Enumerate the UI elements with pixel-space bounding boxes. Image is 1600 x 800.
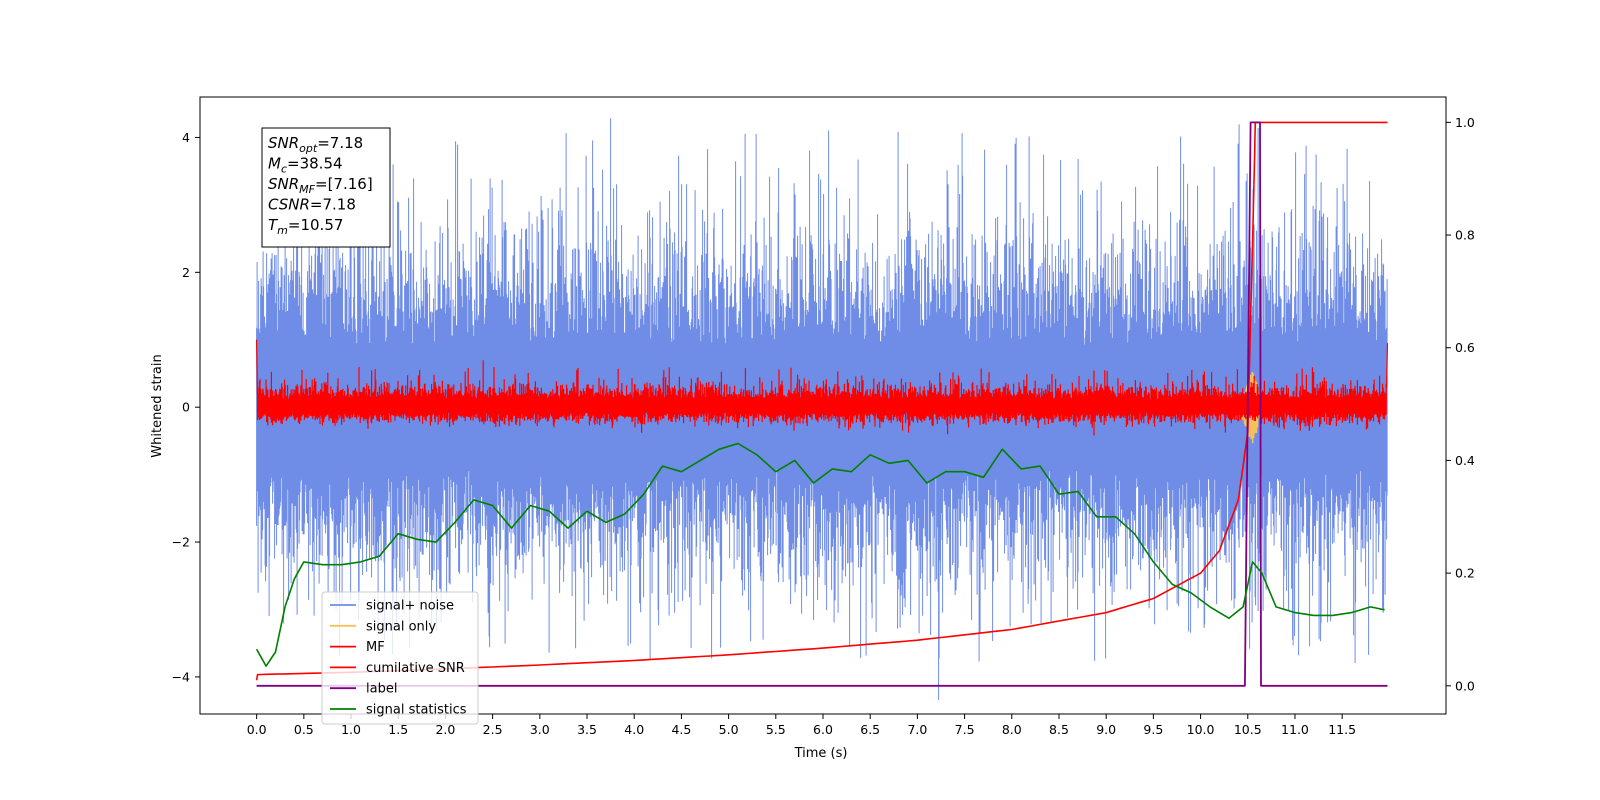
x-tick-label: 11.0 xyxy=(1281,722,1309,737)
x-tick-label: 1.0 xyxy=(341,722,361,737)
x-tick-label: 10.0 xyxy=(1187,722,1215,737)
y-axis-right: 0.0 0.2 0.4 0.6 0.8 1.0 xyxy=(1446,115,1475,693)
x-axis: 0.0 0.5 1.0 1.5 2.0 2.5 3.0 3.5 4.0 4.5 5.0 5.5 6.0 6… xyxy=(247,714,1356,737)
y-axis-left: −4 −2 0 2 4 xyxy=(172,130,200,684)
x-tick-label: 4.5 xyxy=(671,722,691,737)
legend-label: signal+ noise xyxy=(366,599,454,614)
annotation-line: Tm=10.57 xyxy=(268,216,343,237)
x-tick-label: 10.5 xyxy=(1234,722,1262,737)
x-tick-label: 5.0 xyxy=(719,722,739,737)
x-axis-label: Time (s) xyxy=(794,746,848,761)
y-tick-label: −4 xyxy=(172,669,190,684)
x-tick-label: 0.0 xyxy=(247,722,267,737)
x-tick-label: 2.0 xyxy=(435,722,455,737)
x-tick-label: 7.0 xyxy=(907,722,927,737)
x-tick-label: 8.0 xyxy=(1002,722,1022,737)
y2-tick-label: 0.0 xyxy=(1455,678,1475,693)
y-axis-label: Whitened strain xyxy=(150,354,165,457)
stats-annotation-box: SNRopt=7.18Mc=38.54SNRMF=[7.16]CSNR=7.18… xyxy=(261,127,391,248)
y2-tick-label: 0.4 xyxy=(1455,453,1475,468)
x-tick-label: 5.5 xyxy=(766,722,786,737)
y-tick-label: −2 xyxy=(172,535,190,550)
y-tick-label: 2 xyxy=(182,265,190,280)
x-tick-label: 1.5 xyxy=(388,722,408,737)
x-tick-label: 6.0 xyxy=(813,722,833,737)
signal-statistics-line xyxy=(255,442,1385,667)
x-tick-label: 2.5 xyxy=(483,722,503,737)
x-tick-label: 3.5 xyxy=(577,722,597,737)
y-tick-label: 4 xyxy=(182,130,190,145)
y2-tick-label: 0.6 xyxy=(1455,340,1475,355)
x-tick-label: 4.0 xyxy=(624,722,644,737)
x-tick-label: 9.5 xyxy=(1143,722,1163,737)
legend-label: signal statistics xyxy=(366,703,467,718)
legend-label: MF xyxy=(366,640,385,655)
legend: signal+ noise signal only MF cumilative SNR… xyxy=(321,591,479,725)
annotation-line: Mc=38.54 xyxy=(268,155,343,176)
y2-tick-label: 0.2 xyxy=(1455,566,1475,581)
x-tick-label: 6.5 xyxy=(860,722,880,737)
legend-label: cumilative SNR xyxy=(366,661,465,676)
label-line xyxy=(256,121,1388,687)
y2-tick-label: 0.8 xyxy=(1455,228,1475,243)
legend-label: signal only xyxy=(366,619,436,634)
annotation-line: SNRopt=7.18 xyxy=(268,134,363,155)
x-tick-label: 3.0 xyxy=(530,722,550,737)
x-tick-label: 11.5 xyxy=(1328,722,1356,737)
annotation-line: SNRMF=[7.16] xyxy=(268,175,373,196)
annotation-line: CSNR=7.18 xyxy=(268,196,356,214)
legend-label: label xyxy=(366,682,397,697)
x-tick-label: 8.5 xyxy=(1049,722,1069,737)
y2-tick-label: 1.0 xyxy=(1455,115,1475,130)
y-tick-label: 0 xyxy=(182,400,190,415)
x-tick-label: 0.5 xyxy=(294,722,314,737)
x-tick-label: 7.5 xyxy=(955,722,975,737)
x-tick-label: 9.0 xyxy=(1096,722,1116,737)
